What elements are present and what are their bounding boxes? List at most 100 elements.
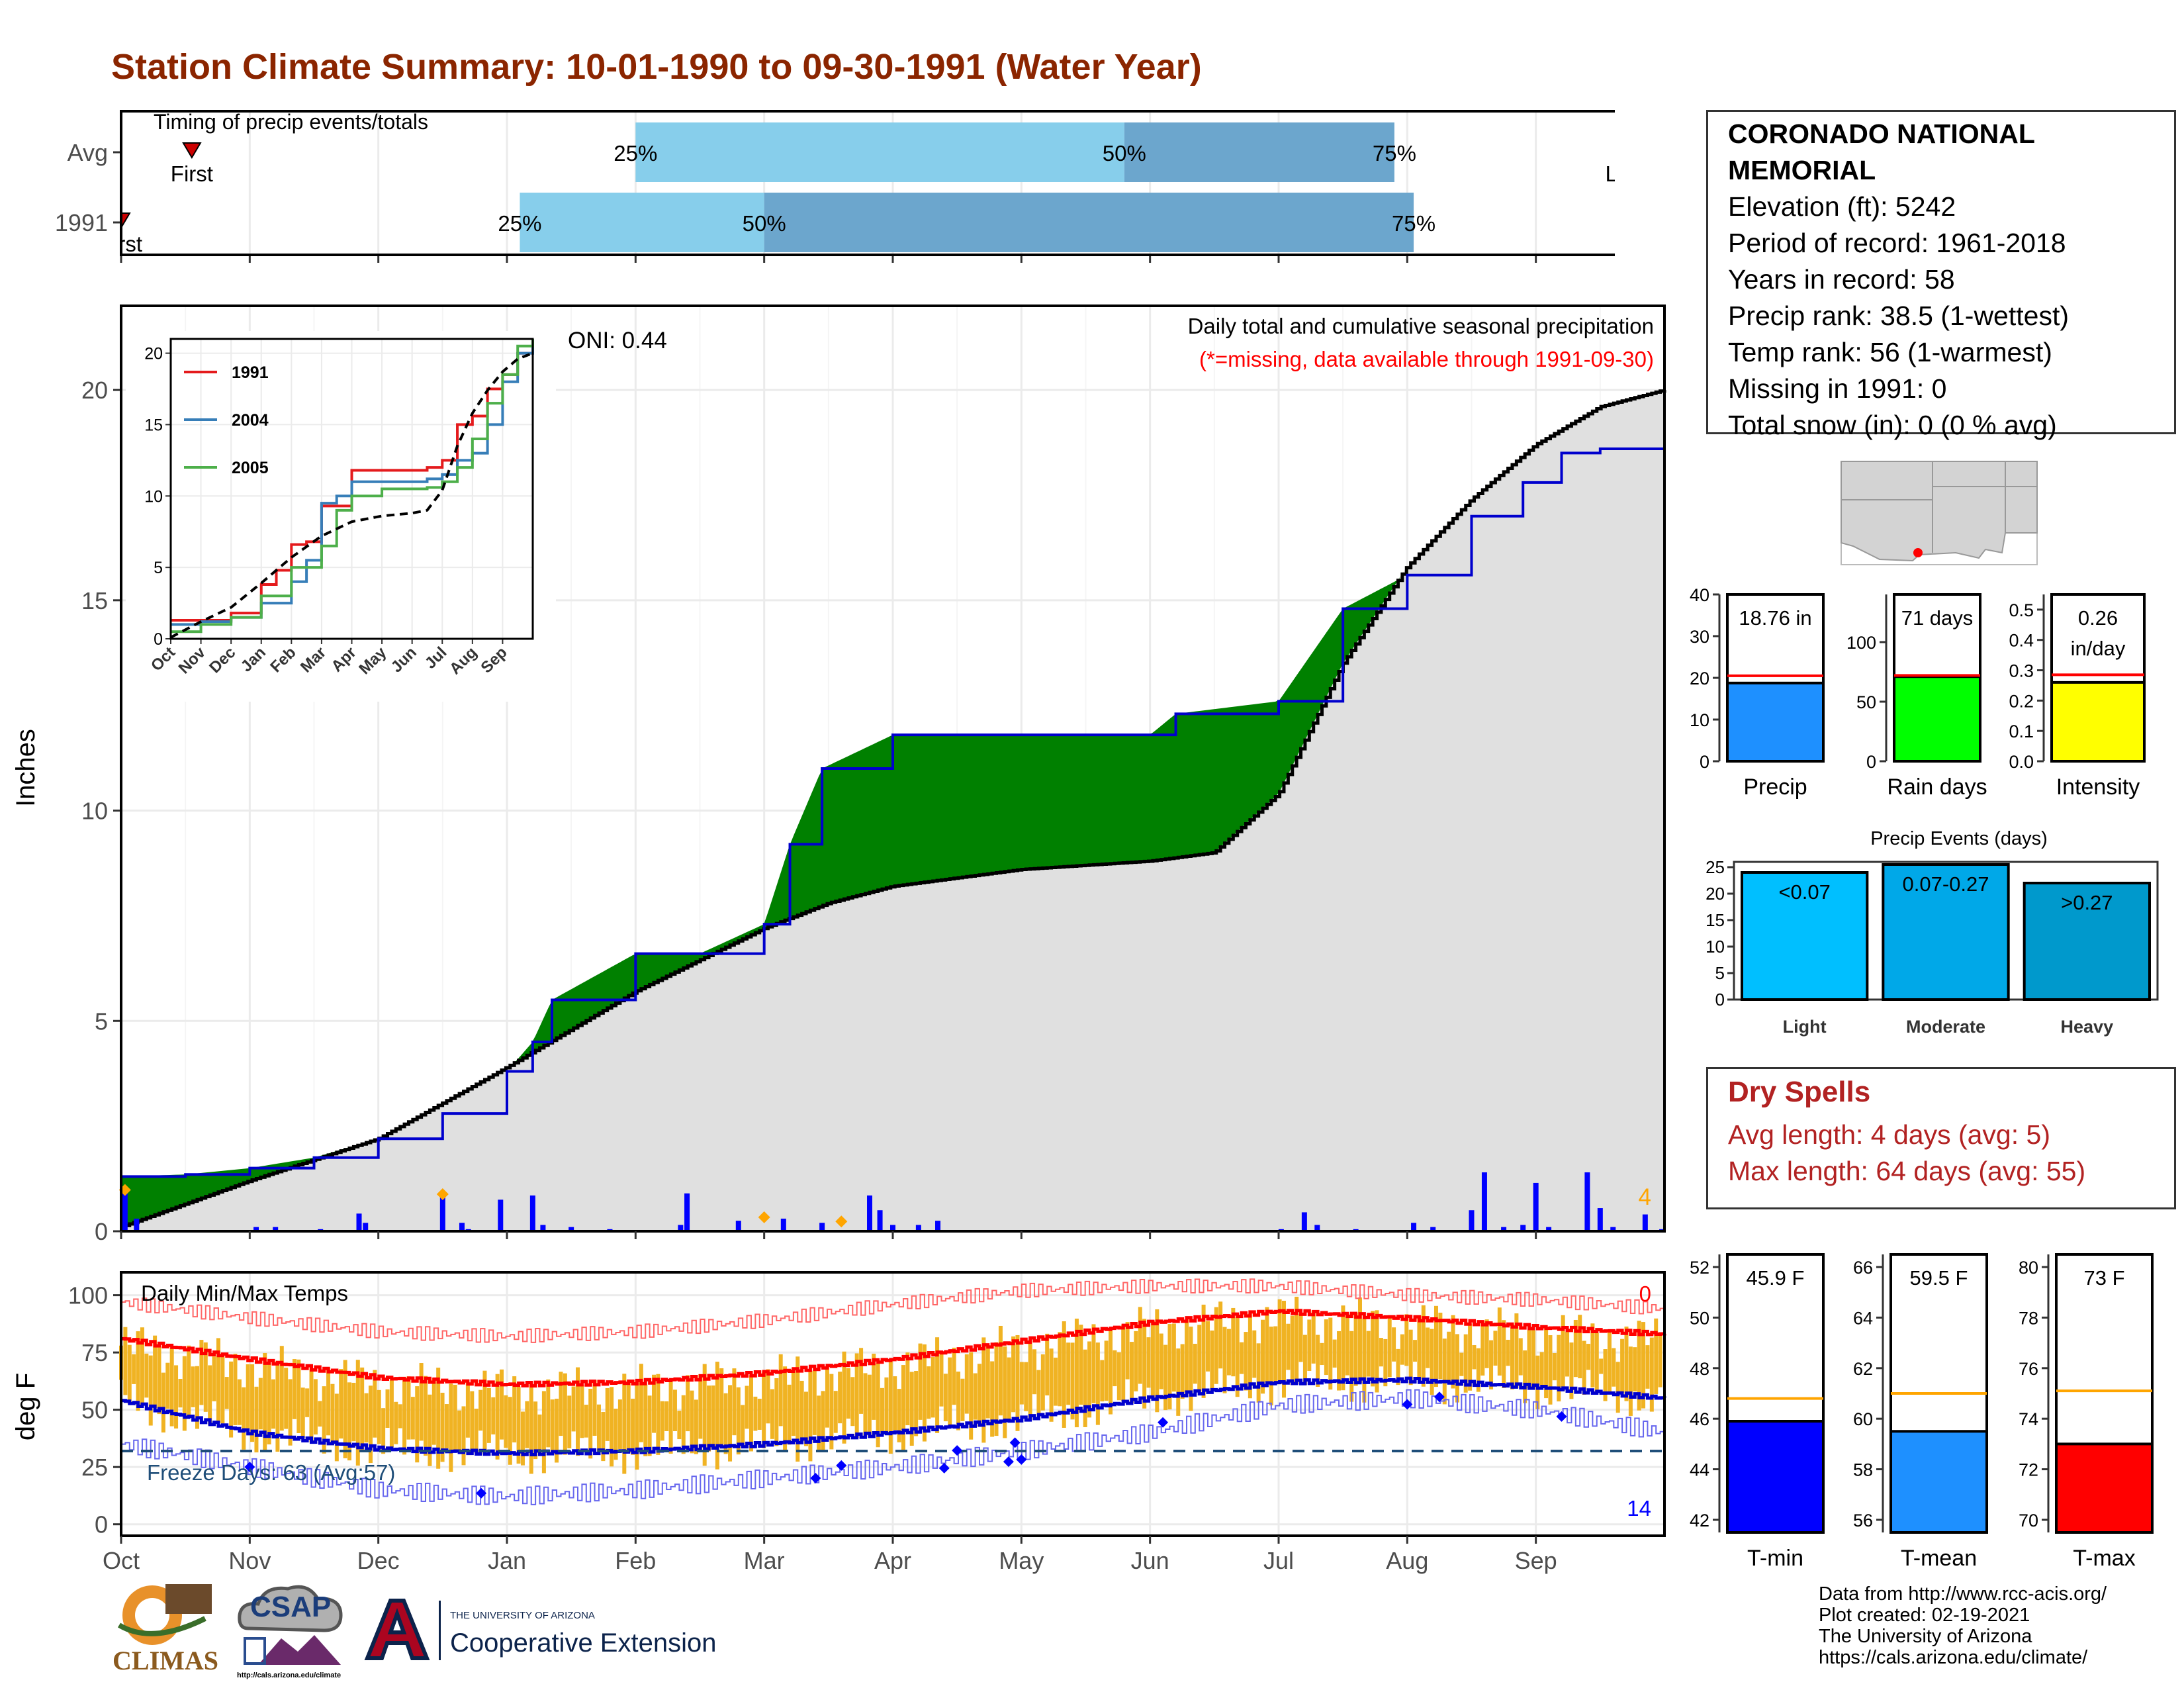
daily-temp-bar bbox=[529, 1383, 533, 1474]
daily-temp-bar bbox=[1328, 1317, 1333, 1390]
mini-bar-y-tick-label: 66 bbox=[1853, 1258, 1873, 1278]
daily-precip-bar bbox=[1642, 1214, 1648, 1231]
daily-precip-bar bbox=[1533, 1182, 1539, 1231]
daily-temp-bar bbox=[1484, 1319, 1489, 1368]
daily-temp-bar bbox=[1400, 1334, 1404, 1365]
month-tick-label: May bbox=[999, 1547, 1044, 1574]
daily-temp-bar bbox=[1180, 1344, 1185, 1399]
daily-temp-bar bbox=[1658, 1335, 1662, 1387]
daily-temp-bar bbox=[969, 1352, 974, 1440]
daily-temp-bar bbox=[994, 1342, 999, 1436]
daily-temp-bar bbox=[275, 1360, 280, 1452]
daily-temp-bar bbox=[927, 1366, 931, 1419]
daily-temp-bar bbox=[1408, 1329, 1413, 1385]
daily-temp-bar bbox=[1349, 1331, 1354, 1402]
daily-precip-bar bbox=[877, 1210, 883, 1231]
daily-temp-bar bbox=[267, 1362, 271, 1445]
snow-marker bbox=[436, 1188, 449, 1200]
daily-temp-bar bbox=[567, 1395, 572, 1448]
daily-temp-bar bbox=[559, 1372, 563, 1436]
mini-bar-y-tick-label: 76 bbox=[2019, 1359, 2038, 1379]
timing-bar-q25-q50 bbox=[635, 122, 1124, 182]
events-category-label: Heavy bbox=[2061, 1017, 2114, 1037]
daily-temp-bar bbox=[461, 1406, 466, 1466]
daily-temp-bar bbox=[541, 1391, 546, 1474]
daily-temp-bar bbox=[1379, 1338, 1383, 1367]
daily-temp-bar bbox=[495, 1374, 500, 1460]
daily-temp-bar bbox=[1493, 1331, 1498, 1366]
daily-temp-bar bbox=[1421, 1305, 1426, 1387]
daily-precip-bar bbox=[678, 1225, 684, 1231]
daily-temp-bar bbox=[1176, 1348, 1181, 1416]
record-low-marker bbox=[1158, 1417, 1169, 1428]
mini-bar-y-tick-label: 50 bbox=[1690, 1308, 1709, 1328]
mini-bar-value bbox=[2055, 1442, 2154, 1534]
mini-bar-y-tick-label: 44 bbox=[1690, 1460, 1709, 1480]
daily-temp-bar bbox=[326, 1367, 331, 1436]
record-low-marker bbox=[1556, 1411, 1567, 1422]
events-y-tick-label: 15 bbox=[1706, 910, 1725, 930]
daily-temp-bar bbox=[406, 1376, 411, 1440]
daily-temp-bar bbox=[631, 1398, 635, 1455]
mini-bar-y-tick-label: 70 bbox=[2019, 1511, 2038, 1530]
daily-temp-bar bbox=[660, 1401, 664, 1441]
mini-bar-y-tick-label: 56 bbox=[1853, 1511, 1873, 1530]
daily-temp-bar bbox=[212, 1356, 216, 1401]
temp-chart: 0 25 50 75 100 Oct Nov Dec Jan Feb Mar Apr May Jun Jul… bbox=[11, 1271, 1666, 1574]
daily-temp-bar bbox=[195, 1366, 200, 1429]
timing-pct-75: 75% bbox=[1373, 141, 1416, 165]
daily-precip-bar bbox=[459, 1223, 465, 1231]
daily-temp-bar bbox=[872, 1353, 876, 1420]
daily-temp-bar bbox=[161, 1372, 165, 1432]
daily-temp-bar bbox=[1171, 1323, 1176, 1392]
snow-marker bbox=[835, 1215, 848, 1228]
daily-precip-bar bbox=[498, 1199, 504, 1231]
inset-y-tick-label: 0 bbox=[154, 630, 163, 649]
daily-temp-bar bbox=[702, 1364, 707, 1466]
mini-bar-y-tick-label: 46 bbox=[1690, 1409, 1709, 1429]
oni-label: ONI: 0.44 bbox=[568, 328, 667, 353]
daily-temp-bar bbox=[1518, 1338, 1523, 1376]
daily-temp-bar bbox=[614, 1408, 618, 1460]
daily-temp-bar bbox=[1612, 1348, 1616, 1387]
record-low-marker bbox=[1402, 1399, 1413, 1410]
daily-temp-bar bbox=[1442, 1338, 1447, 1405]
daily-temp-bar bbox=[1062, 1321, 1066, 1428]
mini-bar-category-label: Precip bbox=[1743, 774, 1807, 800]
timing-panel-label: Timing of precip events/totals bbox=[154, 110, 428, 134]
mini-bar-y-tick-label: 62 bbox=[1853, 1359, 1873, 1379]
daily-temp-bar bbox=[453, 1384, 457, 1451]
daily-precip-bar bbox=[356, 1213, 362, 1231]
inset-series-line bbox=[171, 347, 534, 622]
daily-temp-bar bbox=[550, 1399, 555, 1455]
daily-precip-bar bbox=[735, 1221, 741, 1231]
daily-temp-bar bbox=[258, 1378, 263, 1430]
record-high-line bbox=[121, 1278, 1665, 1343]
daily-temp-bar bbox=[1544, 1327, 1549, 1399]
daily-temp-bar bbox=[1265, 1307, 1269, 1383]
daily-precip-bar bbox=[1546, 1227, 1552, 1231]
record-high-count: 0 bbox=[1639, 1282, 1651, 1306]
daily-temp-bar bbox=[355, 1360, 360, 1466]
daily-temp-bar bbox=[1142, 1319, 1147, 1409]
daily-temp-bar bbox=[153, 1335, 158, 1409]
daily-temp-bar bbox=[960, 1378, 965, 1421]
daily-temp-bar bbox=[1649, 1337, 1654, 1412]
daily-precip-bar bbox=[253, 1227, 259, 1231]
daily-temp-bar bbox=[1417, 1315, 1422, 1380]
station-info-box: CORONADO NATIONAL MEMORIAL Elevation (ft… bbox=[1706, 110, 2176, 440]
events-y-tick-label: 25 bbox=[1706, 857, 1725, 877]
daily-temp-bar bbox=[1489, 1340, 1494, 1389]
daily-temp-bar bbox=[1552, 1352, 1557, 1381]
daily-temp-bar bbox=[368, 1385, 373, 1464]
daily-temp-bar bbox=[1413, 1340, 1418, 1362]
daily-temp-bar bbox=[1569, 1342, 1574, 1399]
daily-temp-bar bbox=[1150, 1321, 1155, 1397]
daily-temp-bar bbox=[817, 1395, 821, 1452]
daily-temp-bar bbox=[918, 1343, 923, 1420]
daily-temp-bar bbox=[216, 1338, 220, 1423]
footer-university: The University of Arizona bbox=[1819, 1626, 2032, 1647]
daily-temp-bar bbox=[643, 1384, 648, 1456]
daily-temp-bar bbox=[812, 1370, 817, 1435]
